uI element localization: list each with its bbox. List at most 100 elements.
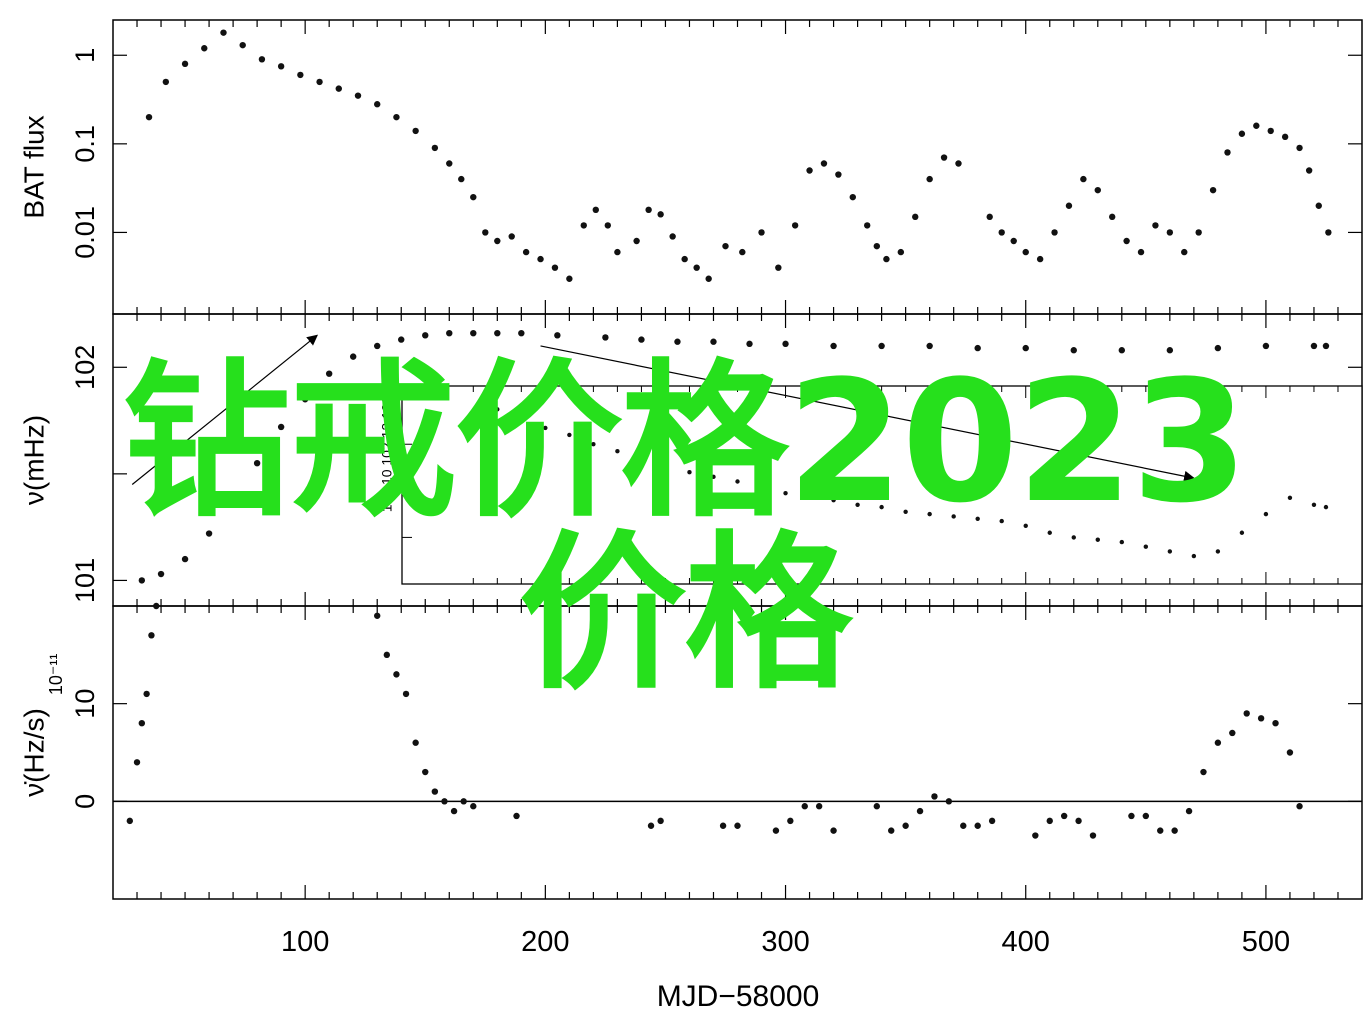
data-point-top xyxy=(614,248,621,256)
inset-data-point xyxy=(1239,530,1245,535)
data-point-bottom xyxy=(383,651,391,659)
data-point-bottom xyxy=(1286,749,1294,756)
data-point-middle xyxy=(229,496,237,503)
data-point-bottom xyxy=(647,822,655,829)
data-point-top xyxy=(201,45,208,52)
data-point-top xyxy=(537,255,544,263)
data-point-top xyxy=(162,78,170,86)
data-point-bottom xyxy=(719,822,727,829)
data-point-bottom xyxy=(787,817,794,825)
data-point-bottom xyxy=(1214,739,1222,746)
data-point-top xyxy=(873,242,881,250)
data-point-middle xyxy=(1166,347,1174,354)
y-axis-label-middle: ν(mHz) xyxy=(18,415,49,505)
data-point-bottom xyxy=(902,822,909,829)
data-point-middle xyxy=(518,329,525,337)
annotation-arrows xyxy=(131,334,1195,485)
data-point-middle xyxy=(1322,342,1330,350)
data-point-top xyxy=(458,175,465,183)
data-point-bottom xyxy=(1089,832,1097,839)
data-point-top xyxy=(1224,149,1231,156)
data-point-bottom xyxy=(873,803,881,810)
data-point-top xyxy=(657,211,664,218)
inset-data-point xyxy=(591,442,596,447)
data-point-top xyxy=(374,101,381,108)
inset-data-point xyxy=(1167,549,1173,554)
data-point-middle xyxy=(1310,342,1318,350)
inset-data-point xyxy=(495,407,500,412)
data-point-middle xyxy=(974,344,981,352)
data-point-top xyxy=(1253,122,1260,129)
inset-data-point xyxy=(663,463,668,468)
inset-data-point xyxy=(1311,502,1317,507)
inset-y-tick-label: 102.12 xyxy=(379,423,395,466)
inset-data-point xyxy=(783,490,788,496)
data-point-middle xyxy=(1214,344,1222,352)
data-point-top xyxy=(551,264,559,271)
data-point-top xyxy=(986,213,993,221)
data-point-top xyxy=(633,237,640,245)
y-tick-label: 102 xyxy=(70,345,100,390)
data-point-top xyxy=(277,63,285,70)
data-point-top xyxy=(806,167,813,174)
data-point-bottom xyxy=(1128,812,1135,820)
data-point-top xyxy=(482,229,489,236)
inset-data-point xyxy=(999,518,1004,524)
y-multiplier-label: 10⁻¹¹ xyxy=(46,654,66,696)
data-point-middle xyxy=(349,353,357,360)
y-tick-label: 0 xyxy=(70,794,100,809)
data-point-bottom xyxy=(1272,720,1279,727)
data-point-middle xyxy=(602,334,609,341)
inset-data-point xyxy=(1023,523,1028,528)
panel-frame-top xyxy=(112,19,1363,315)
data-point-middle xyxy=(422,332,429,339)
data-point-bottom xyxy=(374,612,381,619)
data-point-middle xyxy=(157,570,165,578)
data-point-bottom xyxy=(133,759,141,766)
data-point-bottom xyxy=(931,793,938,800)
data-point-middle xyxy=(301,396,309,403)
data-point-bottom xyxy=(393,671,400,678)
data-point-bottom xyxy=(412,739,419,746)
data-point-top xyxy=(393,113,400,121)
data-point-middle xyxy=(253,459,261,467)
data-point-bottom xyxy=(1243,710,1250,717)
data-point-middle xyxy=(830,342,837,350)
axis-labels: 1 0.1 0.01 BAT flux 101 102 ν(mHz) 0 10 ν̇(Hz/s) 1… xyxy=(18,48,1290,1013)
inset-data-point xyxy=(975,516,980,521)
data-point-top xyxy=(758,229,765,236)
inset-data-point xyxy=(927,511,932,517)
inset-y-tick-label: 102.14 xyxy=(379,376,395,419)
data-point-top xyxy=(1152,222,1159,229)
data-point-bottom xyxy=(470,803,477,810)
data-point-top xyxy=(722,242,729,250)
inset-data-point xyxy=(831,497,836,503)
data-point-bottom xyxy=(1046,817,1053,825)
data-point-top xyxy=(883,255,890,263)
data-point-top xyxy=(1036,255,1044,263)
inset-plot: 102.14 102.12 102.10 xyxy=(379,376,1363,585)
y-tick-label: 0.1 xyxy=(70,125,100,163)
inset-data-point xyxy=(1143,544,1149,549)
data-point-top xyxy=(897,248,905,256)
x-tick-label: 200 xyxy=(521,926,569,958)
data-point-top xyxy=(446,160,453,167)
data-point-bottom xyxy=(148,632,155,639)
data-point-bottom xyxy=(1060,812,1068,820)
data-point-top xyxy=(940,154,948,161)
inset-data-point xyxy=(1191,553,1197,559)
data-point-top xyxy=(1123,237,1130,245)
data-point-middle xyxy=(1262,342,1270,350)
inset-data-point xyxy=(903,509,908,514)
data-point-bottom xyxy=(916,807,924,815)
data-point-bottom xyxy=(441,798,448,805)
inset-data-point xyxy=(855,502,860,507)
data-point-top xyxy=(181,60,189,68)
data-point-bottom xyxy=(657,817,664,825)
data-point-top xyxy=(775,264,782,271)
data-point-top xyxy=(1181,248,1188,256)
data-point-middle xyxy=(494,329,501,337)
data-point-top xyxy=(297,71,304,79)
data-point-top xyxy=(669,233,676,240)
data-point-middle xyxy=(1022,344,1029,352)
